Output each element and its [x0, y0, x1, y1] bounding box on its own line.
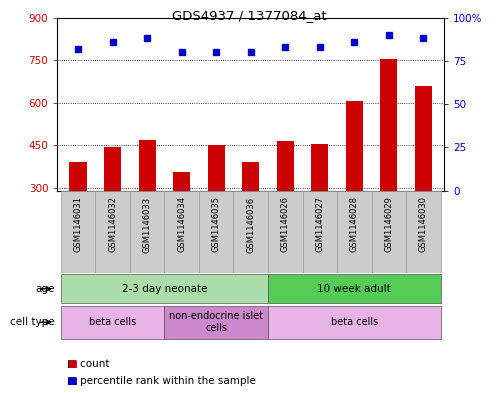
Bar — [415, 86, 432, 273]
Bar — [61, 191, 95, 273]
Bar — [234, 191, 268, 273]
Bar — [311, 144, 328, 273]
Text: ■: ■ — [67, 376, 77, 386]
Text: GDS4937 / 1377084_at: GDS4937 / 1377084_at — [172, 9, 327, 22]
Bar — [95, 191, 130, 273]
Bar — [104, 147, 121, 273]
Bar — [61, 274, 268, 303]
Text: GSM1146035: GSM1146035 — [212, 196, 221, 252]
Text: GSM1146030: GSM1146030 — [419, 196, 428, 252]
Bar — [302, 191, 337, 273]
Text: ■ percentile rank within the sample: ■ percentile rank within the sample — [67, 376, 256, 386]
Text: beta cells: beta cells — [89, 317, 136, 327]
Text: beta cells: beta cells — [331, 317, 378, 327]
Bar — [139, 140, 156, 273]
Text: GSM1146027: GSM1146027 — [315, 196, 324, 252]
Bar — [406, 191, 441, 273]
Text: age: age — [35, 284, 55, 294]
Text: GSM1146032: GSM1146032 — [108, 196, 117, 252]
Bar — [69, 162, 87, 273]
Bar — [268, 274, 441, 303]
Bar — [130, 191, 165, 273]
Bar — [380, 59, 398, 273]
Bar — [346, 101, 363, 273]
Bar — [208, 145, 225, 273]
Text: GSM1146033: GSM1146033 — [143, 196, 152, 253]
Text: GSM1146034: GSM1146034 — [177, 196, 186, 252]
Text: 10 week adult: 10 week adult — [317, 284, 391, 294]
Text: 2-3 day neonate: 2-3 day neonate — [122, 284, 207, 294]
Bar — [337, 191, 372, 273]
Text: GSM1146026: GSM1146026 — [281, 196, 290, 252]
Text: GSM1146029: GSM1146029 — [384, 196, 393, 252]
Bar — [173, 172, 190, 273]
Bar — [372, 191, 406, 273]
Text: GSM1146028: GSM1146028 — [350, 196, 359, 252]
Text: non-endocrine islet
cells: non-endocrine islet cells — [169, 312, 263, 333]
Bar — [165, 191, 199, 273]
Bar — [242, 162, 259, 273]
Bar — [61, 306, 165, 338]
Text: GSM1146036: GSM1146036 — [246, 196, 255, 253]
Bar — [268, 306, 441, 338]
Text: ■ count: ■ count — [67, 358, 110, 369]
Bar — [165, 306, 268, 338]
Text: GSM1146031: GSM1146031 — [73, 196, 83, 252]
Bar — [276, 141, 294, 273]
Text: cell type: cell type — [10, 317, 55, 327]
Text: ■: ■ — [67, 358, 77, 369]
Bar — [268, 191, 302, 273]
Bar — [199, 191, 234, 273]
